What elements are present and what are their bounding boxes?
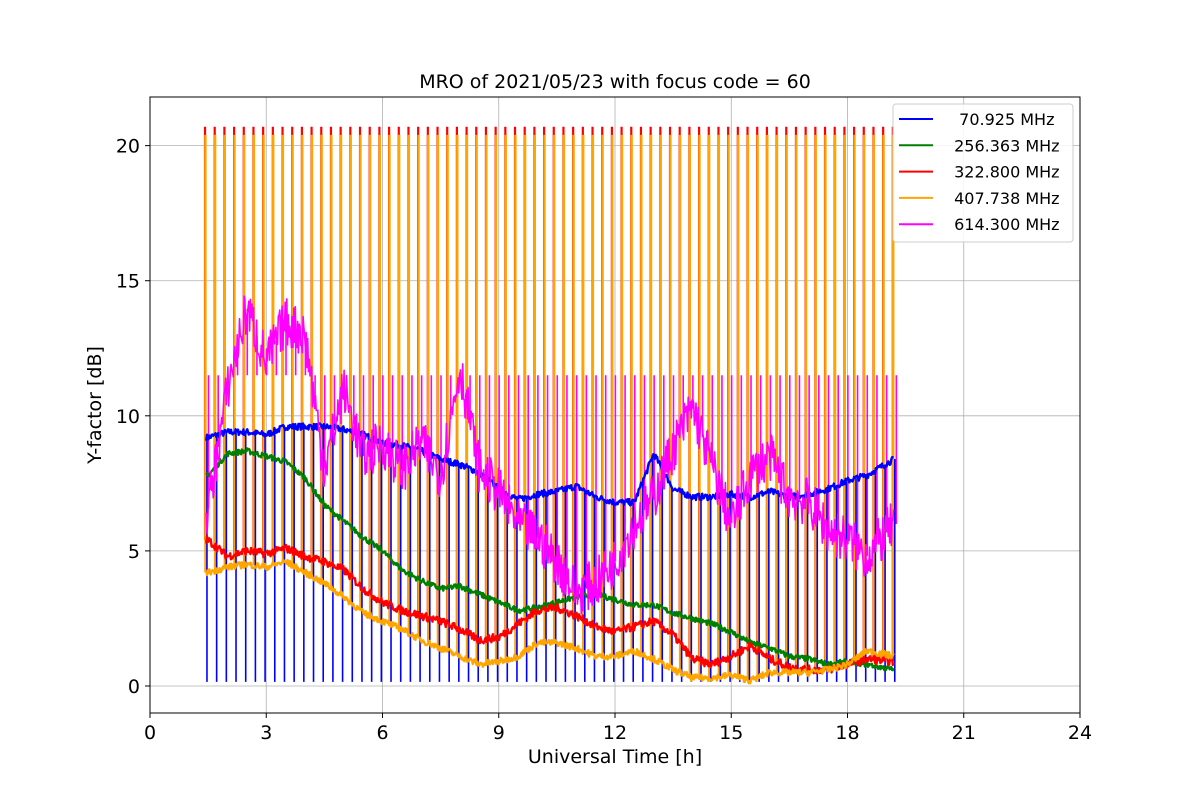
plot-area bbox=[203, 126, 898, 685]
x-tick-label: 12 bbox=[603, 722, 627, 744]
x-tick-label: 21 bbox=[952, 722, 976, 744]
legend-box bbox=[892, 103, 1074, 243]
legend-label: 614.300 MHz bbox=[949, 215, 1060, 234]
x-tick-label: 24 bbox=[1068, 722, 1092, 744]
legend-label: 70.925 MHz bbox=[949, 110, 1054, 129]
legend: 70.925 MHz 256.363 MHz 322.800 MHz 407.7… bbox=[892, 103, 1074, 243]
x-tick-label: 15 bbox=[719, 722, 743, 744]
calibration-spikes bbox=[203, 126, 898, 682]
y-tick-label: 0 bbox=[128, 676, 140, 698]
series-line bbox=[205, 422, 894, 507]
y-tick-label: 5 bbox=[128, 541, 140, 563]
x-tick-label: 18 bbox=[835, 722, 859, 744]
x-tick-label: 0 bbox=[144, 722, 156, 744]
series-line bbox=[205, 558, 895, 685]
series-line bbox=[205, 295, 895, 615]
axis-ticks: 0 3 6 9 12 15 18 21 24 0 5 10 15 20 bbox=[116, 136, 1092, 744]
legend-label: 256.363 MHz bbox=[949, 136, 1060, 155]
x-tick-label: 9 bbox=[493, 722, 505, 744]
y-tick-label: 15 bbox=[116, 271, 140, 293]
y-tick-label: 20 bbox=[116, 136, 140, 158]
x-tick-label: 3 bbox=[260, 722, 272, 744]
y-axis-label: Y-factor [dB] bbox=[84, 346, 106, 465]
legend-label: 322.800 MHz bbox=[949, 163, 1060, 182]
chart-title: MRO of 2021/05/23 with focus code = 60 bbox=[419, 71, 811, 93]
series-line bbox=[205, 535, 895, 675]
x-axis-label: Universal Time [h] bbox=[528, 746, 702, 768]
legend-label: 407.738 MHz bbox=[949, 189, 1060, 208]
y-tick-label: 10 bbox=[116, 406, 140, 428]
x-tick-label: 6 bbox=[376, 722, 388, 744]
